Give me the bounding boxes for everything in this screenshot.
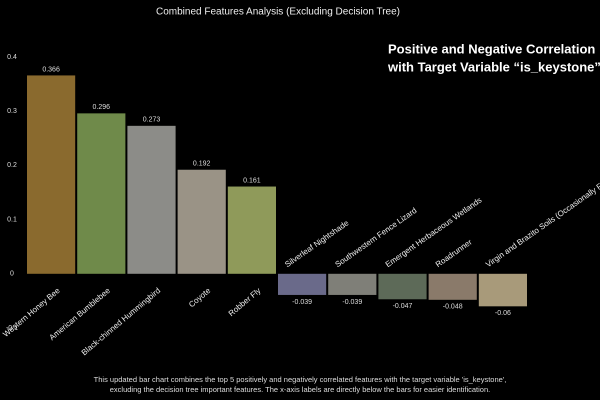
bar [177, 169, 226, 274]
bar [428, 273, 477, 300]
value-label: 0.366 [42, 66, 60, 73]
y-tick-label: 0.3 [7, 108, 17, 115]
x-tick-label: Coyote [187, 286, 213, 310]
value-label: -0.039 [292, 299, 312, 306]
chart-title: Combined Features Analysis (Excluding De… [156, 7, 400, 18]
annotation: with Target Variable “is_keystone” [387, 59, 600, 74]
value-label: 0.161 [243, 177, 261, 184]
x-tick-label: Emergent Herbaceous Wetlands [384, 196, 484, 270]
annotation: Positive and Negative Correlation [388, 41, 595, 56]
caption: excluding the decision tree important fe… [110, 385, 490, 394]
value-label: -0.06 [495, 310, 511, 317]
y-tick-label: 0.1 [7, 216, 17, 223]
value-label: 0.273 [143, 117, 161, 124]
bar [27, 75, 76, 274]
bar [77, 113, 126, 274]
value-label: -0.047 [393, 303, 413, 310]
caption: This updated bar chart combines the top … [94, 375, 507, 384]
y-tick-label: 0.2 [7, 162, 17, 169]
bar [278, 273, 327, 295]
x-tick-label: Roadrunner [434, 237, 474, 269]
value-label: -0.048 [443, 304, 463, 311]
bar [478, 273, 527, 307]
bar [227, 186, 276, 274]
bar [378, 273, 427, 300]
y-tick-label: -0.1 [6, 325, 18, 332]
bar [127, 125, 176, 274]
value-label: 0.296 [93, 104, 111, 111]
x-tick-label: Robber Fly [227, 286, 263, 318]
bar [328, 273, 377, 295]
y-tick-label: 0.4 [7, 54, 17, 61]
value-label: 0.192 [193, 161, 211, 168]
value-label: -0.039 [342, 299, 362, 306]
x-tick-label: Southwestern Fence Lizard [333, 206, 418, 269]
y-tick-label: 0 [10, 271, 14, 278]
x-tick-label: Virgin and Brazito Soils (Occasionally F… [484, 166, 600, 269]
